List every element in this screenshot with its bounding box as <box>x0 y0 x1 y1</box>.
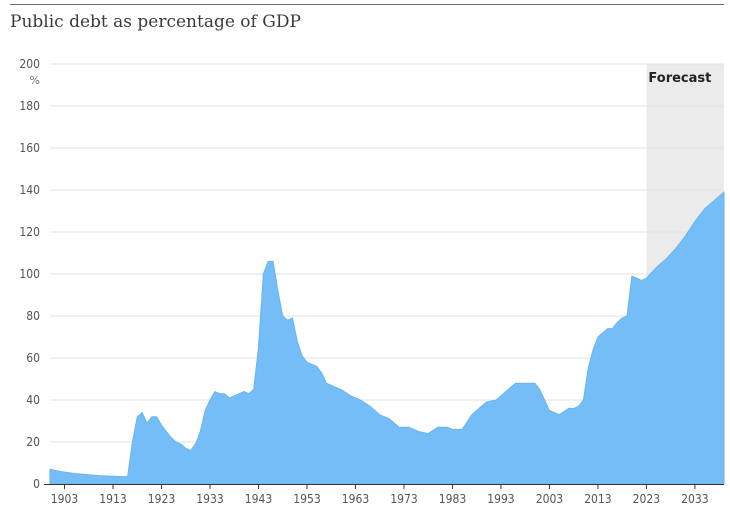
chart-title: Public debt as percentage of GDP <box>10 12 301 32</box>
y-tick-label: 80 <box>26 309 40 323</box>
y-tick-label: 160 <box>19 141 40 155</box>
top-rule <box>10 4 724 5</box>
y-tick-label: 200 <box>19 57 40 71</box>
x-tick-label: 1903 <box>51 492 78 506</box>
x-tick-label: 1933 <box>196 492 223 506</box>
y-tick-label: 0 <box>33 477 40 491</box>
y-unit-label: % <box>30 74 40 87</box>
y-tick-label: 100 <box>19 267 40 281</box>
x-tick-label: 1943 <box>245 492 272 506</box>
x-tick-label: 1963 <box>342 492 369 506</box>
debt-area <box>49 191 725 485</box>
x-tick-label: 2023 <box>633 492 660 506</box>
x-tick-label: 2013 <box>584 492 611 506</box>
x-tick-label: 1913 <box>99 492 126 506</box>
y-tick-label: 20 <box>26 435 40 449</box>
y-tick-label: 60 <box>26 351 40 365</box>
x-tick-label: 1993 <box>487 492 514 506</box>
x-axis-ticks: 1903 1913 1923 1933 1943 1953 1963 1973 1983 1993… <box>51 484 709 506</box>
y-tick-label: 40 <box>26 393 40 407</box>
y-tick-label: 140 <box>19 183 40 197</box>
y-axis-ticks: 0 20 40 60 80 100 120 140 160 180 200 <box>19 57 40 491</box>
x-tick-label: 1973 <box>390 492 417 506</box>
forecast-label: Forecast <box>648 71 711 86</box>
x-tick-label: 2003 <box>536 492 563 506</box>
x-tick-label: 1923 <box>148 492 175 506</box>
y-tick-label: 120 <box>19 225 40 239</box>
y-tick-label: 180 <box>19 99 40 113</box>
x-tick-label: 1983 <box>439 492 466 506</box>
x-tick-label: 2033 <box>681 492 708 506</box>
x-tick-label: 1953 <box>293 492 320 506</box>
